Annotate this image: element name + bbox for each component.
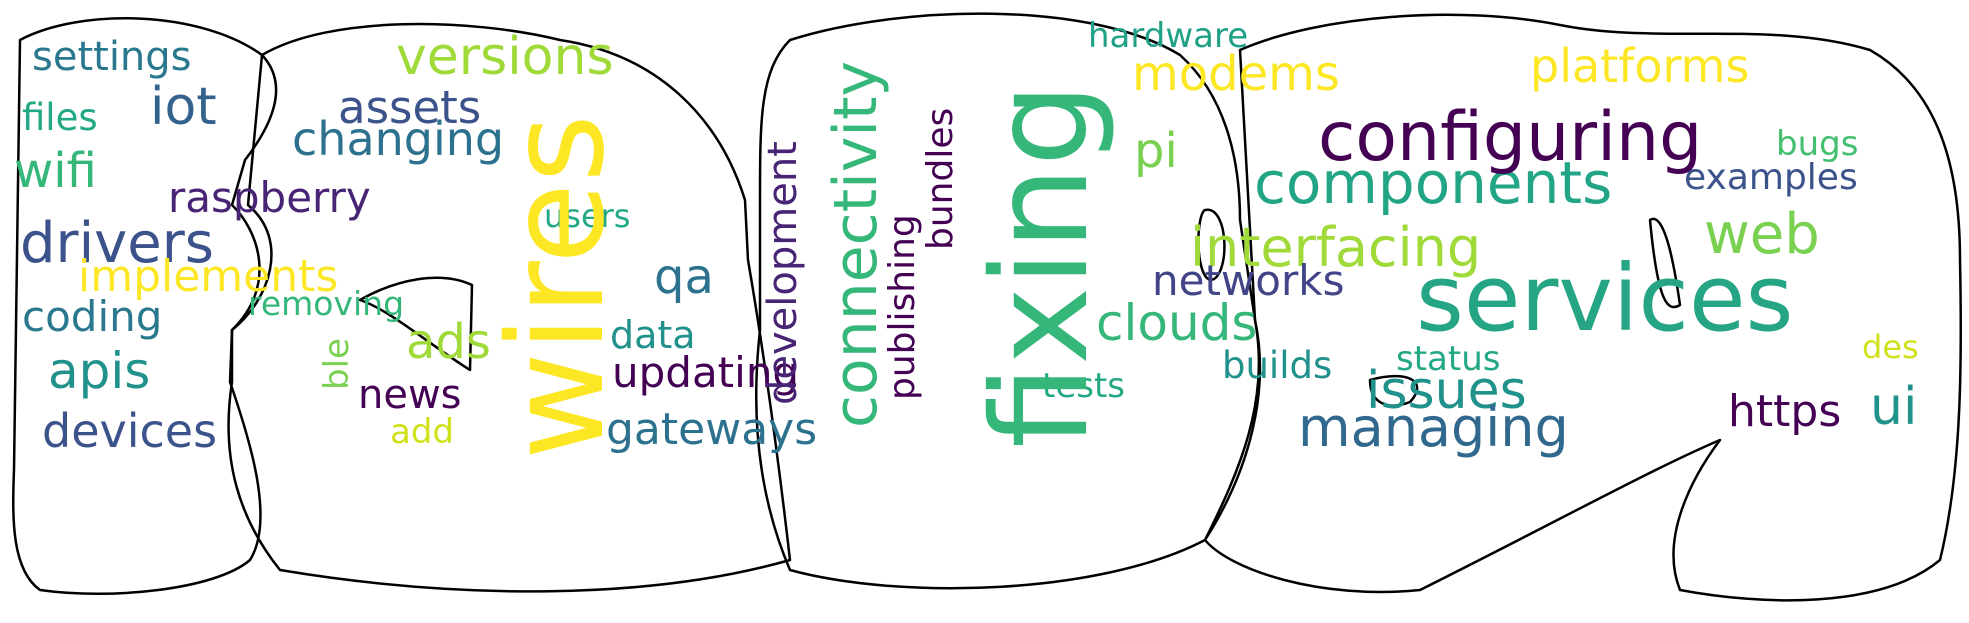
word-interfacing: interfacing (1190, 216, 1481, 279)
word-wifi: wifi (14, 143, 97, 199)
word-examples: examples (1684, 157, 1858, 198)
word-updating: updating (612, 348, 799, 397)
word-changing: changing (292, 112, 504, 166)
word-wires: wires (480, 114, 634, 460)
word-web: web (1704, 202, 1820, 267)
word-drivers: drivers (20, 211, 214, 276)
letter-outline-shapes (12, 12, 1963, 602)
word-apis: apis (48, 342, 150, 400)
word-builds: builds (1222, 344, 1332, 387)
word-add: add (390, 412, 454, 452)
word-development: development (760, 141, 806, 405)
word-gateways: gateways (606, 404, 817, 455)
word-assets: assets (338, 81, 481, 134)
word-publishing: publishing (882, 214, 923, 400)
word-implements: implements (78, 251, 338, 302)
word-modems: modems (1132, 46, 1340, 102)
word-devices: devices (42, 404, 217, 458)
hole-shape-2 (1368, 374, 1419, 407)
word-ads: ads (406, 314, 491, 370)
word-status: status (1396, 339, 1500, 379)
word-users: users (544, 197, 630, 235)
word-components: components (1254, 149, 1612, 217)
word-fixing: fixing (964, 83, 1118, 448)
word-removing: removing (248, 284, 404, 323)
k-inner-arrow (358, 276, 474, 372)
word-settings: settings (32, 34, 192, 80)
word-ble: ble (317, 338, 357, 390)
word-bundles: bundles (920, 108, 961, 250)
word-raspberry: raspberry (168, 173, 371, 222)
word-iot: iot (150, 77, 217, 137)
word-versions: versions (396, 27, 614, 87)
word-qa: qa (654, 249, 714, 305)
word-bugs: bugs (1776, 124, 1858, 164)
word-issues: issues (1366, 361, 1527, 421)
word-hardware: hardware (1088, 16, 1248, 56)
word-networks: networks (1152, 256, 1344, 305)
word-https: https (1728, 386, 1841, 437)
word-clouds: clouds (1096, 294, 1257, 352)
word-services: services (1416, 245, 1793, 352)
hole-shape-3 (1648, 217, 1682, 309)
word-managing: managing (1298, 396, 1569, 459)
word-files: files (22, 96, 98, 139)
word-data: data (610, 313, 696, 357)
word-pi: pi (1134, 123, 1178, 179)
word-news: news (358, 372, 462, 418)
word-ui: ui (1870, 377, 1917, 437)
word-tests: tests (1042, 366, 1125, 406)
hole-shape-1 (1197, 208, 1226, 282)
letter-a-outline (1203, 13, 1963, 602)
letter-n-outline (227, 22, 792, 593)
word-configuring: configuring (1318, 98, 1702, 177)
word-coding: coding (22, 292, 162, 341)
word-platforms: platforms (1530, 39, 1749, 93)
word-connectivity: connectivity (821, 61, 891, 428)
word-des: des (1862, 328, 1919, 366)
